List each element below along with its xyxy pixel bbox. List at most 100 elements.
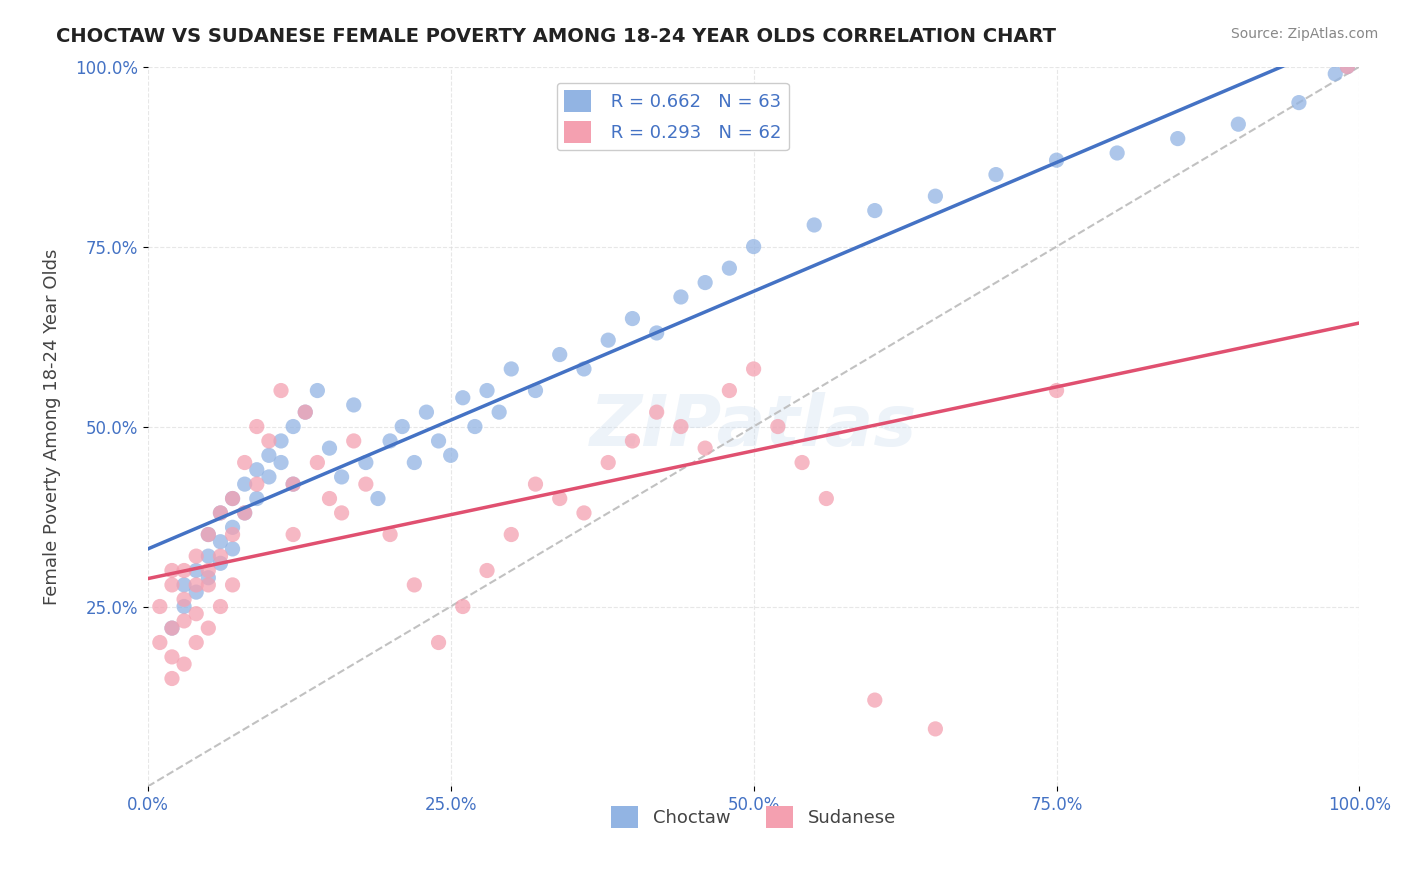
Point [149, 635, 172, 649]
Point [984, 168, 1007, 182]
Point [221, 541, 243, 556]
Point [863, 693, 886, 707]
Point [330, 470, 353, 484]
Point [160, 672, 183, 686]
Point [270, 384, 292, 398]
Point [221, 491, 243, 506]
Point [173, 657, 195, 672]
Point [598, 456, 620, 470]
Point [257, 470, 280, 484]
Point [186, 607, 208, 621]
Point [343, 398, 366, 412]
Point [621, 311, 644, 326]
Point [209, 534, 232, 549]
Point [501, 527, 523, 541]
Point [669, 419, 692, 434]
Point [391, 419, 413, 434]
Point [246, 491, 269, 506]
Point [742, 362, 765, 376]
Point [404, 578, 426, 592]
Point [524, 384, 547, 398]
Y-axis label: Female Poverty Among 18-24 Year Olds: Female Poverty Among 18-24 Year Olds [44, 248, 60, 605]
Point [742, 239, 765, 253]
Point [307, 384, 329, 398]
Point [863, 203, 886, 218]
Point [197, 549, 219, 563]
Point [354, 456, 377, 470]
Point [246, 419, 269, 434]
Point [209, 549, 232, 563]
Point [790, 456, 813, 470]
Point [186, 564, 208, 578]
Point [695, 276, 717, 290]
Point [645, 405, 668, 419]
Point [221, 491, 243, 506]
Point [281, 419, 304, 434]
Point [572, 362, 595, 376]
Point [1288, 95, 1310, 110]
Legend: Choctaw, Sudanese: Choctaw, Sudanese [603, 798, 904, 835]
Point [1167, 131, 1189, 145]
Point [1336, 60, 1358, 74]
Point [451, 391, 474, 405]
Point [270, 456, 292, 470]
Point [621, 434, 644, 448]
Point [233, 506, 256, 520]
Point [645, 326, 668, 340]
Point [294, 405, 316, 419]
Point [669, 290, 692, 304]
Point [464, 419, 486, 434]
Point [246, 477, 269, 491]
Point [318, 441, 340, 455]
Point [815, 491, 838, 506]
Point [378, 527, 401, 541]
Point [307, 456, 329, 470]
Point [572, 506, 595, 520]
Point [451, 599, 474, 614]
Point [233, 456, 256, 470]
Point [246, 463, 269, 477]
Point [209, 506, 232, 520]
Point [160, 621, 183, 635]
Point [378, 434, 401, 448]
Point [924, 189, 946, 203]
Point [1045, 153, 1067, 168]
Point [427, 635, 450, 649]
Point [186, 635, 208, 649]
Point [257, 448, 280, 462]
Point [197, 578, 219, 592]
Point [294, 405, 316, 419]
Point [330, 506, 353, 520]
Point [1107, 146, 1129, 161]
Point [197, 527, 219, 541]
Point [281, 477, 304, 491]
Point [221, 520, 243, 534]
Text: ZIPatlas: ZIPatlas [591, 392, 917, 461]
Point [1045, 384, 1067, 398]
Point [221, 527, 243, 541]
Point [197, 527, 219, 541]
Text: CHOCTAW VS SUDANESE FEMALE POVERTY AMONG 18-24 YEAR OLDS CORRELATION CHART: CHOCTAW VS SUDANESE FEMALE POVERTY AMONG… [56, 27, 1056, 45]
Point [257, 434, 280, 448]
Point [281, 527, 304, 541]
Point [766, 419, 789, 434]
Point [173, 614, 195, 628]
Point [197, 571, 219, 585]
Point [404, 456, 426, 470]
Point [1227, 117, 1250, 131]
Point [209, 557, 232, 571]
Point [160, 578, 183, 592]
Point [209, 506, 232, 520]
Point [160, 621, 183, 635]
Point [475, 384, 498, 398]
Point [695, 441, 717, 455]
Point [186, 585, 208, 599]
Point [415, 405, 437, 419]
Point [186, 578, 208, 592]
Point [354, 477, 377, 491]
Point [1324, 67, 1347, 81]
Text: Source: ZipAtlas.com: Source: ZipAtlas.com [1230, 27, 1378, 41]
Point [149, 599, 172, 614]
Point [1336, 60, 1358, 74]
Point [924, 722, 946, 736]
